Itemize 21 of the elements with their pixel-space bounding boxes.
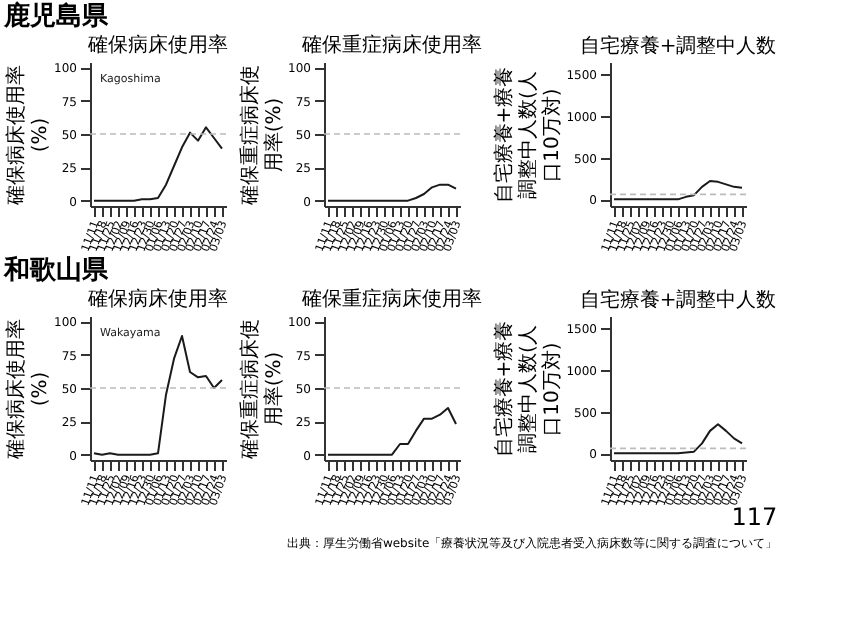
y-axis-title: 確保重症病床使用率(%) <box>238 319 287 461</box>
line-series <box>613 180 743 201</box>
line-series <box>93 126 223 202</box>
y-axis-title: 確保重症病床使用率(%) <box>238 65 287 207</box>
chart-title: 確保重症病床使用率 <box>300 33 482 58</box>
chart-title: 確保病床使用率 <box>86 33 228 58</box>
line-series <box>613 423 743 455</box>
y-axis-title: 確保病床使用率(%) <box>4 65 53 207</box>
y-axis-title: 確保病床使用率(%) <box>4 319 53 461</box>
text: 鹿児島県 <box>2 0 111 33</box>
chart-title: 自宅療養+調整中人数 <box>579 34 777 58</box>
line-series <box>327 183 457 202</box>
chart-title: 自宅療養+調整中人数 <box>579 288 777 312</box>
text: 117 <box>731 503 778 532</box>
line-series <box>327 407 457 456</box>
y-axis-title: 自宅療養+療養調整中人数(人口10万対) <box>492 66 565 204</box>
y-axis-title: 自宅療養+療養調整中人数(人口10万対) <box>492 320 565 458</box>
line-series <box>93 335 223 456</box>
chart-title: 確保重症病床使用率 <box>300 287 482 312</box>
chart-title: 確保病床使用率 <box>86 287 228 312</box>
text: 和歌山県 <box>2 254 111 287</box>
